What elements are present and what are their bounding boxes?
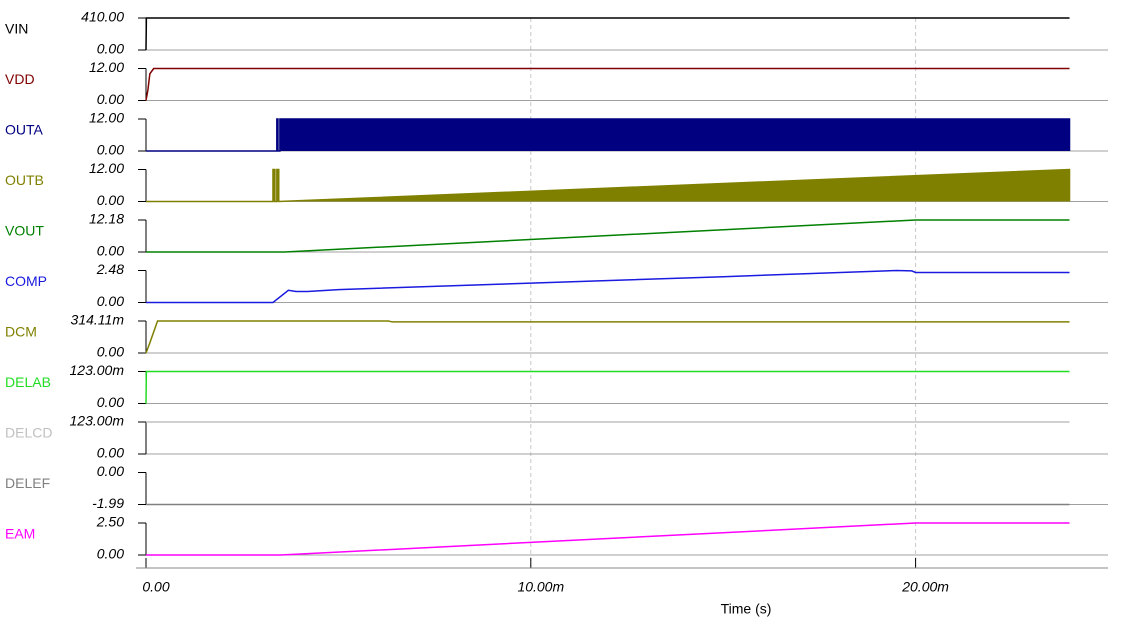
trace	[146, 219, 1070, 253]
x-tick-label: 20.00m	[901, 579, 949, 595]
trace	[145, 67, 1070, 101]
y-tick-label: 410.00	[81, 9, 124, 25]
trace-name: DELEF	[5, 475, 50, 491]
y-tick-label: 2.50	[96, 514, 124, 530]
trace-name: VIN	[5, 21, 28, 37]
y-tick-label: 123.00m	[70, 362, 125, 378]
trace	[146, 118, 1071, 152]
y-tick-label: 0.00	[97, 445, 124, 461]
y-tick-label: 0.00	[97, 41, 124, 57]
trace	[145, 17, 1070, 51]
y-tick-label: 12.00	[89, 160, 124, 176]
y-tick-label: 2.48	[96, 261, 124, 277]
y-tick-label: -1.99	[92, 495, 124, 511]
trace-name: VDD	[5, 71, 35, 87]
y-tick-label: 12.18	[89, 211, 124, 227]
trace	[146, 522, 1070, 556]
y-tick-label: 0.00	[97, 394, 124, 410]
y-tick-label: 0.00	[97, 463, 124, 479]
trace-name: COMP	[5, 273, 47, 289]
y-tick-label: 123.00m	[70, 413, 125, 429]
y-tick-label: 12.00	[89, 59, 124, 75]
x-tick-label: 0.00	[142, 579, 169, 595]
trace-name: VOUT	[5, 223, 44, 239]
y-tick-label: 0.00	[97, 91, 124, 107]
y-tick-label: 0.00	[97, 344, 124, 360]
y-tick-label: 0.00	[97, 142, 124, 158]
y-tick-label: 314.11m	[71, 312, 125, 328]
trace-name: DCM	[5, 324, 37, 340]
trace	[146, 168, 1071, 203]
y-tick-label: 0.00	[97, 546, 124, 562]
trace	[145, 320, 1070, 354]
y-tick-label: 0.00	[97, 243, 124, 259]
y-tick-label: 0.00	[97, 192, 124, 208]
trace-name: OUTA	[5, 122, 44, 138]
trace-name: DELCD	[5, 425, 52, 441]
x-tick-label: 10.00m	[517, 579, 564, 595]
y-tick-label: 12.00	[89, 110, 124, 126]
y-tick-label: 0.00	[97, 293, 124, 309]
trace-name: DELAB	[5, 374, 51, 390]
trace-name: OUTB	[5, 172, 44, 188]
trace-name: EAM	[5, 526, 35, 542]
x-axis-label: Time (s)	[721, 601, 772, 617]
trace	[145, 370, 1070, 404]
trace	[146, 269, 1070, 304]
